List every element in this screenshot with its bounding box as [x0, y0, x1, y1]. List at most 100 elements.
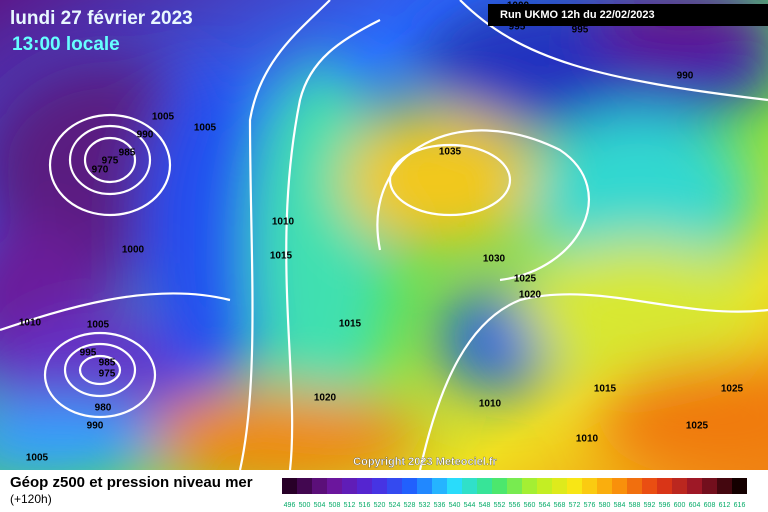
scale-label: 496	[284, 502, 296, 509]
isobar-label: 1025	[514, 274, 537, 285]
date: lundi 27 février 2023	[10, 8, 193, 29]
scale-label: 536	[434, 502, 446, 509]
scale-label: 576	[584, 502, 596, 509]
isobar-label: 1010	[576, 434, 599, 445]
scale-label: 600	[674, 502, 686, 509]
color-swatch	[672, 478, 687, 494]
color-swatch	[312, 478, 327, 494]
scale-label: 516	[359, 502, 371, 509]
color-swatch	[627, 478, 642, 494]
scale-label: 532	[419, 502, 431, 509]
color-swatch	[597, 478, 612, 494]
color-swatch	[387, 478, 402, 494]
scale-label: 572	[569, 502, 581, 509]
scale-label: 580	[599, 502, 611, 509]
scale-label: 520	[374, 502, 386, 509]
isobar-label: 1025	[686, 421, 709, 432]
isobar-label: 990	[677, 71, 694, 82]
color-swatch	[402, 478, 417, 494]
color-swatch	[657, 478, 672, 494]
color-swatch	[717, 478, 732, 494]
isobar-label: 1030	[483, 254, 506, 265]
isobar-label: 1010	[19, 318, 42, 329]
color-swatch	[342, 478, 357, 494]
color-swatch	[477, 478, 492, 494]
isobar-label: 980	[95, 403, 112, 414]
color-swatch	[327, 478, 342, 494]
time: 13:00 locale	[12, 34, 120, 55]
isobar-label: 970	[92, 165, 109, 176]
color-swatch	[612, 478, 627, 494]
color-swatch	[297, 478, 312, 494]
scale-label: 548	[479, 502, 491, 509]
isobar-label: 985	[99, 358, 116, 369]
color-swatch	[507, 478, 522, 494]
legend-lead: (+120h)	[10, 492, 52, 506]
isobar-label: 1005	[152, 112, 175, 123]
map: Run UKMO 12h du 22/02/2023 lundi 27 févr…	[0, 0, 768, 470]
color-swatch	[282, 478, 297, 494]
isobars	[0, 0, 768, 470]
color-swatch	[417, 478, 432, 494]
scale-label: 504	[314, 502, 326, 509]
isobar-label: 1020	[314, 393, 337, 404]
scale-label: 604	[689, 502, 701, 509]
scale-label: 608	[704, 502, 716, 509]
color-swatch	[372, 478, 387, 494]
scale-label: 512	[344, 502, 356, 509]
isobar-label: 1015	[339, 319, 362, 330]
isobar-label: 1000	[122, 245, 145, 256]
isobar-label: 1010	[479, 399, 502, 410]
isobar-label: 1005	[87, 320, 110, 331]
legend-title: Géop z500 et pression niveau mer	[10, 474, 253, 491]
color-swatch	[447, 478, 462, 494]
color-swatch	[567, 478, 582, 494]
scale-label: 556	[509, 502, 521, 509]
isobar-label: 1000	[507, 1, 530, 12]
scale-label: 508	[329, 502, 341, 509]
copyright: Copyright 2023 Meteociel.fr	[353, 456, 497, 468]
color-swatch	[492, 478, 507, 494]
run-box	[488, 4, 768, 26]
isobar-label: 1025	[721, 384, 744, 395]
isobar-label: 995	[572, 25, 589, 36]
scale-label: 552	[494, 502, 506, 509]
color-swatch	[432, 478, 447, 494]
color-swatch	[552, 478, 567, 494]
isobar-label: 1005	[194, 123, 217, 134]
color-swatch	[732, 478, 747, 494]
scale-label: 540	[449, 502, 461, 509]
scale-label: 612	[719, 502, 731, 509]
scale-label: 500	[299, 502, 311, 509]
run-text: Run UKMO 12h du 22/02/2023	[500, 9, 655, 21]
scale-label: 544	[464, 502, 476, 509]
isobar-label: 1015	[594, 384, 617, 395]
scale-label: 528	[404, 502, 416, 509]
isobar-label: 1015	[270, 251, 293, 262]
isobar-label: 1020	[519, 290, 542, 301]
isobar-label: 1005	[26, 453, 49, 464]
isobar-label: 985	[119, 148, 136, 159]
scale-label: 588	[629, 502, 641, 509]
scale-label: 524	[389, 502, 401, 509]
scale-label: 560	[524, 502, 536, 509]
color-swatch	[537, 478, 552, 494]
isobar-label: 990	[137, 130, 154, 141]
color-swatch	[522, 478, 537, 494]
color-swatch	[582, 478, 597, 494]
scale-label: 564	[539, 502, 551, 509]
legend: Géop z500 et pression niveau mer (+120h)…	[10, 474, 747, 509]
color-swatch	[687, 478, 702, 494]
color-swatch	[702, 478, 717, 494]
isobar-label: 995	[509, 22, 526, 33]
isobar-label: 995	[80, 348, 97, 359]
isobar-label: 975	[102, 156, 119, 167]
scale-label: 596	[659, 502, 671, 509]
isobar-label: 990	[87, 421, 104, 432]
scale-label: 616	[734, 502, 746, 509]
isobar-label: 975	[99, 369, 116, 380]
scale-label: 584	[614, 502, 626, 509]
scale-label: 568	[554, 502, 566, 509]
isobar-label: 1010	[272, 217, 295, 228]
color-swatch	[462, 478, 477, 494]
